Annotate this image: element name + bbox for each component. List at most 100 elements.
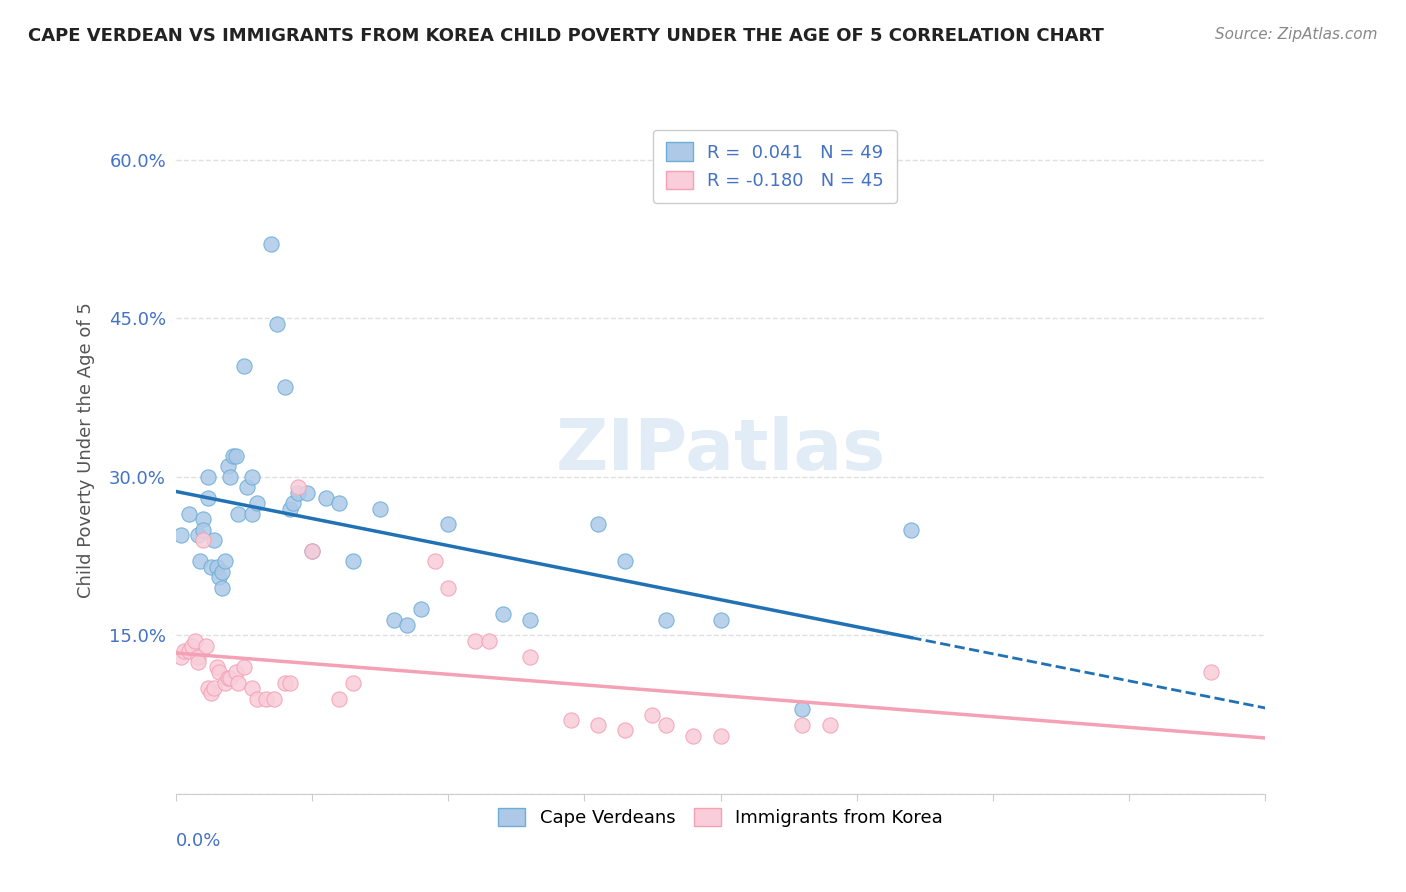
Legend: Cape Verdeans, Immigrants from Korea: Cape Verdeans, Immigrants from Korea bbox=[485, 795, 956, 839]
Point bbox=[191, 533, 214, 548]
Point bbox=[464, 633, 486, 648]
Point bbox=[211, 581, 233, 595]
Point bbox=[900, 523, 922, 537]
Point bbox=[186, 528, 209, 542]
Point bbox=[287, 480, 309, 494]
Point bbox=[682, 729, 704, 743]
Point bbox=[222, 449, 245, 463]
Point bbox=[710, 729, 733, 743]
Point bbox=[197, 491, 219, 505]
Point bbox=[792, 702, 814, 716]
Point bbox=[186, 649, 209, 664]
Point bbox=[191, 512, 214, 526]
Point bbox=[315, 491, 337, 505]
Point bbox=[519, 613, 541, 627]
Point bbox=[170, 528, 193, 542]
Point bbox=[278, 676, 301, 690]
Point bbox=[235, 480, 257, 494]
Point bbox=[217, 459, 239, 474]
Point bbox=[274, 380, 297, 394]
Point bbox=[254, 691, 277, 706]
Point bbox=[184, 633, 207, 648]
Point bbox=[301, 544, 323, 558]
Point bbox=[423, 554, 446, 568]
Point bbox=[240, 507, 263, 521]
Point bbox=[614, 554, 637, 568]
Point bbox=[202, 681, 225, 696]
Point bbox=[225, 449, 247, 463]
Point bbox=[219, 470, 242, 484]
Point bbox=[173, 644, 195, 658]
Point bbox=[179, 507, 201, 521]
Point bbox=[260, 237, 283, 252]
Point bbox=[396, 617, 419, 632]
Point bbox=[170, 649, 193, 664]
Point bbox=[202, 533, 225, 548]
Point bbox=[188, 554, 211, 568]
Point bbox=[560, 713, 582, 727]
Point bbox=[586, 718, 609, 732]
Point bbox=[197, 681, 219, 696]
Point bbox=[278, 501, 301, 516]
Point bbox=[200, 686, 222, 700]
Point bbox=[409, 602, 432, 616]
Point bbox=[586, 517, 609, 532]
Point bbox=[655, 718, 678, 732]
Point bbox=[225, 665, 247, 680]
Point bbox=[266, 317, 288, 331]
Point bbox=[181, 639, 204, 653]
Text: CAPE VERDEAN VS IMMIGRANTS FROM KOREA CHILD POVERTY UNDER THE AGE OF 5 CORRELATI: CAPE VERDEAN VS IMMIGRANTS FROM KOREA CH… bbox=[28, 27, 1104, 45]
Point bbox=[232, 359, 254, 373]
Point bbox=[197, 470, 219, 484]
Point bbox=[214, 554, 236, 568]
Point bbox=[328, 691, 350, 706]
Point bbox=[342, 554, 364, 568]
Point bbox=[191, 523, 214, 537]
Point bbox=[519, 649, 541, 664]
Point bbox=[641, 707, 664, 722]
Point bbox=[232, 660, 254, 674]
Point bbox=[478, 633, 501, 648]
Point bbox=[240, 470, 263, 484]
Point bbox=[342, 676, 364, 690]
Point bbox=[246, 496, 269, 510]
Point bbox=[382, 613, 405, 627]
Point bbox=[194, 639, 217, 653]
Point bbox=[211, 565, 233, 579]
Point bbox=[287, 485, 309, 500]
Point bbox=[208, 665, 231, 680]
Point bbox=[179, 644, 201, 658]
Point bbox=[246, 691, 269, 706]
Point bbox=[240, 681, 263, 696]
Point bbox=[368, 501, 391, 516]
Point bbox=[614, 723, 637, 738]
Point bbox=[217, 671, 239, 685]
Point bbox=[228, 676, 250, 690]
Point bbox=[328, 496, 350, 510]
Point bbox=[205, 660, 228, 674]
Point bbox=[205, 559, 228, 574]
Text: 0.0%: 0.0% bbox=[176, 831, 221, 850]
Point bbox=[214, 676, 236, 690]
Point bbox=[274, 676, 297, 690]
Text: Source: ZipAtlas.com: Source: ZipAtlas.com bbox=[1215, 27, 1378, 42]
Point bbox=[792, 718, 814, 732]
Point bbox=[710, 613, 733, 627]
Y-axis label: Child Poverty Under the Age of 5: Child Poverty Under the Age of 5 bbox=[77, 302, 96, 599]
Point bbox=[263, 691, 285, 706]
Point bbox=[208, 570, 231, 584]
Text: ZIPatlas: ZIPatlas bbox=[555, 416, 886, 485]
Point bbox=[200, 559, 222, 574]
Point bbox=[186, 655, 209, 669]
Point bbox=[655, 613, 678, 627]
Point bbox=[492, 607, 515, 622]
Point bbox=[219, 671, 242, 685]
Point bbox=[295, 485, 318, 500]
Point bbox=[818, 718, 841, 732]
Point bbox=[437, 581, 460, 595]
Point bbox=[1199, 665, 1222, 680]
Point bbox=[228, 507, 250, 521]
Point bbox=[301, 544, 323, 558]
Point bbox=[437, 517, 460, 532]
Point bbox=[281, 496, 304, 510]
